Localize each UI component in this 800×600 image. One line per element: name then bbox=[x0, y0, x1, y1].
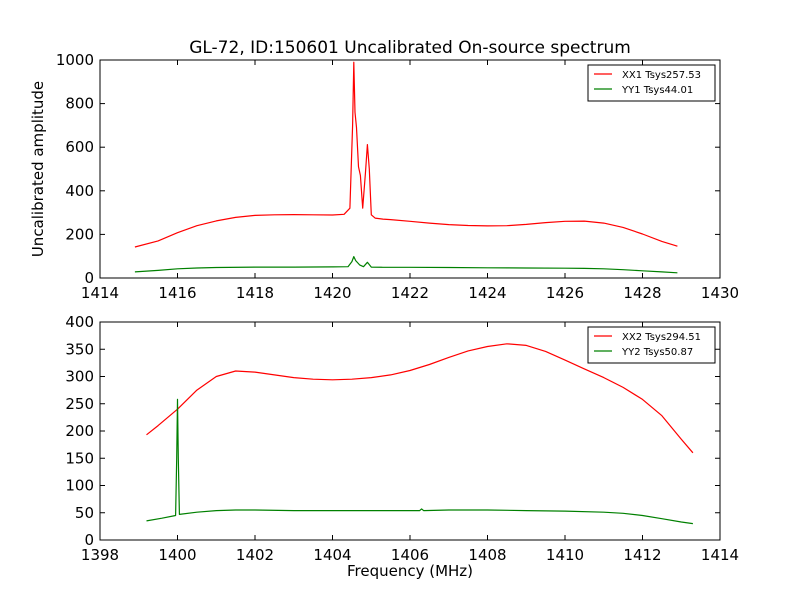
x-axis-label: Frequency (MHz) bbox=[347, 562, 473, 580]
y-tick-label: 200 bbox=[65, 225, 94, 243]
top-legend: XX1 Tsys257.53 YY1 Tsys44.01 bbox=[587, 64, 716, 102]
x-tick-label: 1408 bbox=[468, 546, 506, 564]
chart-title: GL-72, ID:150601 Uncalibrated On-source … bbox=[189, 38, 631, 58]
x-tick-label: 1426 bbox=[546, 284, 584, 302]
x-tick-label: 1420 bbox=[313, 284, 351, 302]
legend-box bbox=[587, 64, 716, 102]
y-tick-label: 250 bbox=[65, 395, 94, 413]
y-tick-label: 0 bbox=[84, 269, 94, 287]
y-tick-label: 600 bbox=[65, 138, 94, 156]
legend-label-xx1: XX1 Tsys257.53 bbox=[622, 70, 701, 81]
y-tick-label: 1000 bbox=[56, 51, 94, 69]
y-tick-label: 150 bbox=[65, 449, 94, 467]
bottom-series-layer bbox=[146, 343, 694, 525]
legend-label-xx2: XX2 Tsys294.51 bbox=[622, 332, 701, 343]
top-ticks-layer: 1414 1416 1418 1420 1422 1424 1426 1428 1430 0 200… bbox=[56, 51, 739, 302]
top-spectrum-panel: GL-72, ID:150601 Uncalibrated On-source … bbox=[29, 38, 739, 302]
bottom-legend: XX2 Tsys294.51 YY2 Tsys50.87 bbox=[587, 326, 716, 364]
x-tick-label: 1398 bbox=[81, 546, 119, 564]
y-tick-label: 100 bbox=[65, 477, 94, 495]
legend-label-yy1: YY1 Tsys44.01 bbox=[621, 85, 693, 96]
series-line-yy2 bbox=[146, 398, 693, 525]
x-tick-label: 1406 bbox=[391, 546, 429, 564]
bottom-plot-frame bbox=[99, 321, 721, 541]
y-tick-label: 50 bbox=[75, 504, 94, 522]
x-tick-label: 1410 bbox=[546, 546, 584, 564]
y-tick-label: 300 bbox=[65, 368, 94, 386]
x-tick-label: 1404 bbox=[313, 546, 351, 564]
y-tick-label: 800 bbox=[65, 95, 94, 113]
series-line-xx1 bbox=[134, 61, 678, 248]
y-tick-label: 350 bbox=[65, 340, 94, 358]
series-line-yy1 bbox=[134, 256, 678, 274]
x-tick-label: 1422 bbox=[391, 284, 429, 302]
y-axis-label: Uncalibrated amplitude bbox=[29, 81, 47, 257]
x-tick-label: 1428 bbox=[623, 284, 661, 302]
y-tick-label: 0 bbox=[84, 531, 94, 549]
top-plot-frame bbox=[99, 59, 721, 279]
bottom-ticks-layer: 1398 1400 1402 1404 1406 1408 1410 1412 1414 0 50 1… bbox=[65, 313, 739, 564]
x-tick-label: 1414 bbox=[81, 284, 119, 302]
x-tick-label: 1418 bbox=[236, 284, 274, 302]
x-tick-label: 1416 bbox=[158, 284, 196, 302]
x-tick-label: 1430 bbox=[701, 284, 739, 302]
x-tick-label: 1424 bbox=[468, 284, 506, 302]
y-tick-label: 200 bbox=[65, 422, 94, 440]
y-tick-label: 400 bbox=[65, 182, 94, 200]
x-tick-label: 1400 bbox=[158, 546, 196, 564]
x-tick-label: 1414 bbox=[701, 546, 739, 564]
x-tick-label: 1402 bbox=[236, 546, 274, 564]
y-tick-label: 400 bbox=[65, 313, 94, 331]
bottom-spectrum-panel: 1398 1400 1402 1404 1406 1408 1410 1412 1414 0 50 1… bbox=[65, 313, 739, 580]
legend-box bbox=[587, 326, 716, 364]
top-series-layer bbox=[134, 61, 678, 274]
series-line-xx2 bbox=[146, 343, 694, 454]
legend-label-yy2: YY2 Tsys50.87 bbox=[621, 347, 693, 358]
x-tick-label: 1412 bbox=[623, 546, 661, 564]
